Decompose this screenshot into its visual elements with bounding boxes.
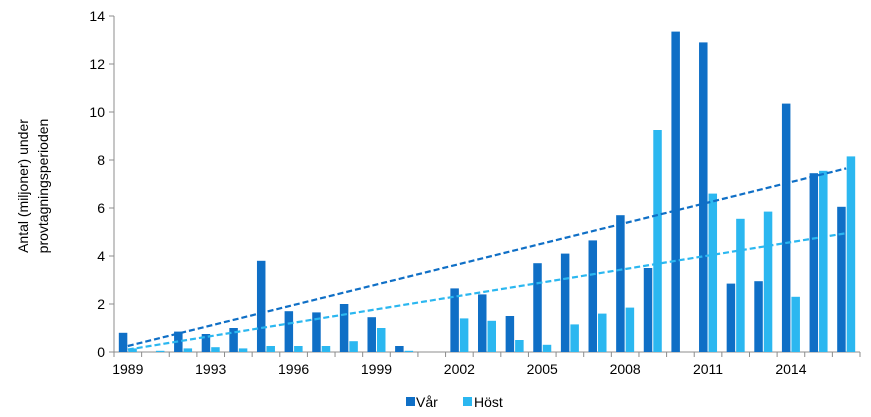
bar-host	[459, 318, 469, 352]
bar-host	[763, 211, 773, 352]
bar-host	[598, 313, 607, 352]
legend-label-host: Höst	[474, 394, 503, 410]
x-tick-label: 1993	[195, 361, 226, 377]
x-tick-label: 2002	[444, 361, 475, 377]
bar-var	[367, 317, 376, 352]
bar-host	[211, 347, 220, 352]
bar-host	[791, 296, 800, 352]
trendline-host	[127, 232, 847, 351]
trendline-var	[127, 167, 847, 348]
legend-swatch-var	[406, 397, 415, 406]
bar-host	[487, 320, 496, 352]
bar-var	[174, 331, 183, 352]
y-axis-label-line-1: Antal (miljoner) under	[15, 119, 31, 253]
x-tick-label: 2005	[527, 361, 558, 377]
y-axis: 0 2 4 6 8 10 12 14	[89, 8, 115, 360]
bar-host	[294, 346, 303, 352]
x-axis: 1989 1993 1996 1999 2002 2005 2008 2011 2014	[112, 351, 861, 377]
y-tick-label: 10	[89, 104, 105, 120]
bar-host	[736, 218, 745, 352]
bar-host	[404, 350, 414, 352]
bar-host	[708, 193, 718, 352]
bar-var	[395, 346, 404, 352]
bar-var	[643, 268, 653, 352]
bar-var	[754, 281, 763, 352]
y-axis-label-line-2: provtagningsperioden	[35, 119, 51, 254]
y-tick-label: 6	[97, 200, 105, 216]
bar-host	[155, 350, 165, 352]
bar-host	[128, 348, 137, 352]
bar-host	[846, 156, 856, 352]
bar-host	[266, 346, 275, 352]
bar-host	[570, 324, 579, 352]
bar-var	[505, 316, 515, 352]
bars	[118, 31, 856, 353]
bar-host	[183, 348, 193, 352]
bar-var	[312, 312, 321, 352]
bar-host	[376, 328, 386, 352]
bar-var	[450, 288, 459, 352]
bar-var	[256, 260, 266, 352]
bar-host	[625, 307, 635, 352]
bar-var	[781, 103, 791, 352]
bar-var	[837, 206, 846, 352]
bar-var	[560, 253, 570, 352]
bar-host	[321, 346, 331, 352]
bar-var	[284, 311, 294, 352]
bar-host	[238, 348, 248, 352]
bar-host	[542, 344, 552, 352]
y-tick-label: 4	[97, 248, 105, 264]
x-tick-label: 2011	[693, 361, 723, 377]
bar-var	[118, 332, 128, 352]
bar-var	[478, 294, 487, 352]
x-tick-label: 1999	[361, 361, 392, 377]
y-tick-label: 12	[89, 56, 105, 72]
y-tick-label: 2	[97, 296, 105, 312]
bar-var	[699, 42, 708, 353]
bar-host	[515, 340, 524, 352]
y-tick-label: 14	[89, 8, 105, 24]
trendlines	[127, 167, 847, 351]
bar-var	[616, 215, 625, 352]
bar-host	[819, 170, 828, 352]
bar-var	[588, 240, 598, 352]
x-tick-label: 2008	[610, 361, 641, 377]
bar-host	[653, 130, 662, 352]
legend-swatch-host	[463, 397, 472, 406]
y-axis-label: Antal (miljoner) under provtagningsperio…	[15, 119, 51, 254]
x-tick-label: 2014	[775, 361, 806, 377]
legend: Vår Höst	[406, 394, 503, 410]
x-tick-label: 1989	[112, 361, 143, 377]
y-tick-label: 0	[97, 344, 105, 360]
bar-var	[201, 334, 211, 352]
bar-var	[809, 173, 819, 352]
y-tick-label: 8	[97, 152, 105, 168]
x-tick-label: 1996	[278, 361, 309, 377]
bar-var	[533, 263, 542, 352]
bar-var	[229, 328, 238, 352]
bar-host	[349, 341, 358, 352]
legend-label-var: Vår	[416, 394, 438, 410]
bar-var	[726, 283, 736, 352]
bar-var	[339, 304, 349, 352]
bar-var	[671, 31, 680, 352]
